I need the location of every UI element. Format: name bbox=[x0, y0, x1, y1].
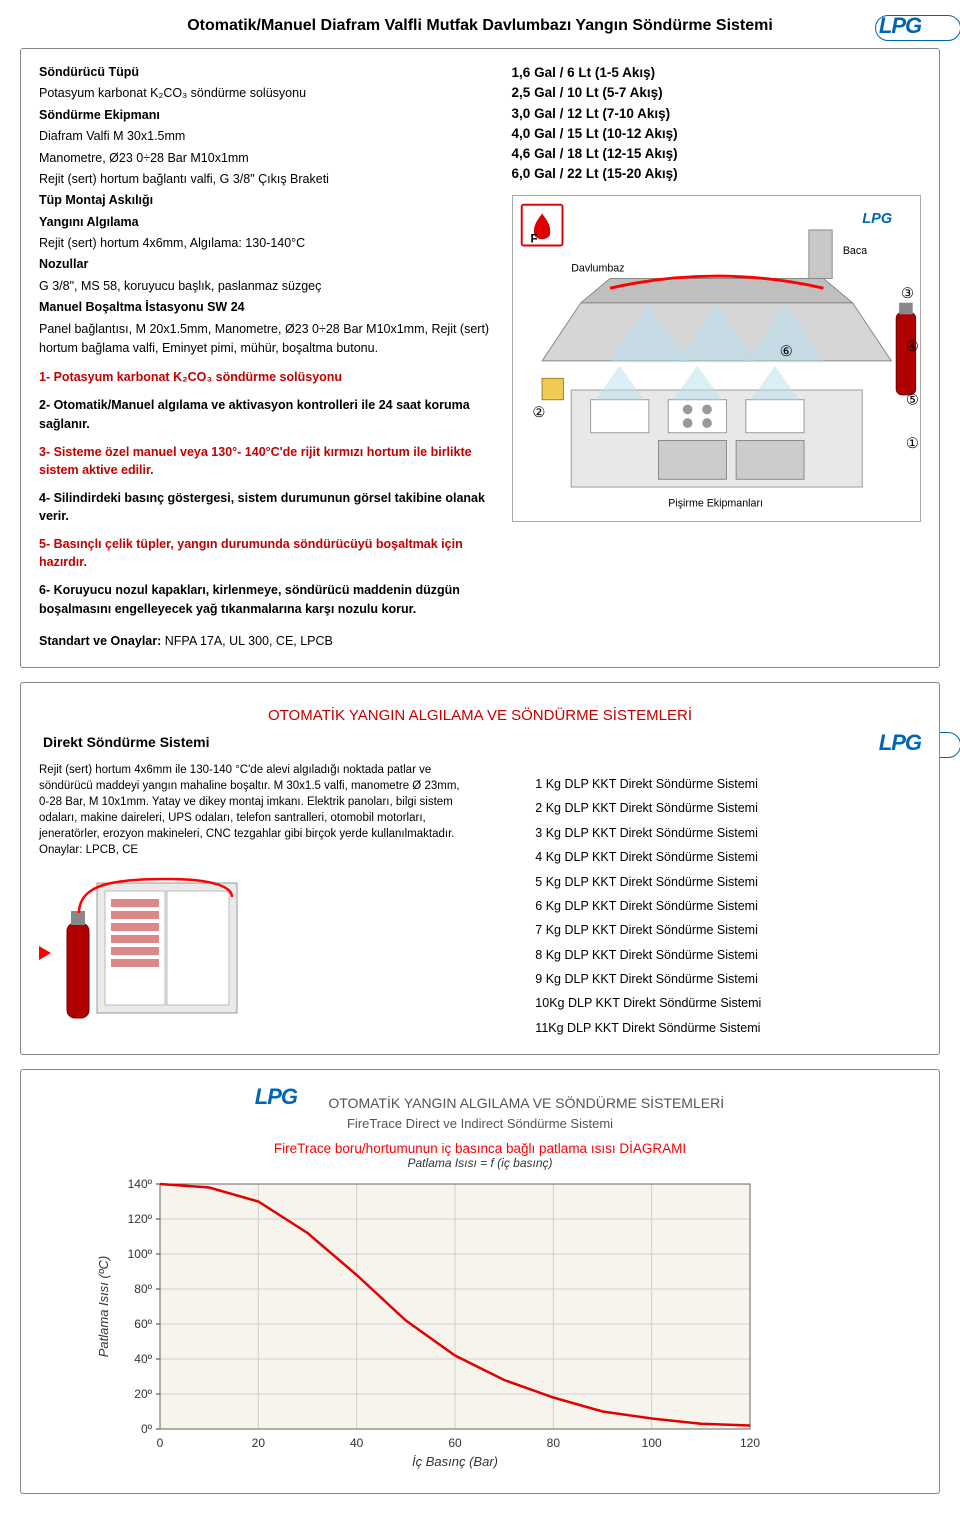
svg-text:⑤: ⑤ bbox=[905, 392, 918, 408]
svg-text:İç Basınç (Bar): İç Basınç (Bar) bbox=[412, 1454, 498, 1469]
feature-line: 5- Basınçlı çelik tüpler, yangın durumun… bbox=[39, 535, 492, 571]
svg-text:Davlumbaz: Davlumbaz bbox=[571, 262, 624, 274]
spec-line: Manometre, Ø23 0÷28 Bar M10x1mm bbox=[39, 149, 492, 168]
direct-product-item: 6 Kg DLP KKT Direkt Söndürme Sistemi bbox=[535, 894, 921, 918]
capacity-line: 4,6 Gal / 18 Lt (12-15 Akış) bbox=[512, 144, 921, 164]
direct-product-item: 10Kg DLP KKT Direkt Söndürme Sistemi bbox=[535, 991, 921, 1015]
kitchen-hood-diagram: F LPG Baca Davlumbaz bbox=[512, 195, 921, 522]
spec-line: Potasyum karbonat K₂CO₃ söndürme solüsyo… bbox=[39, 84, 492, 103]
feature-line: 4- Silindirdeki basınç göstergesi, siste… bbox=[39, 489, 492, 525]
spec-line: Rejit (sert) hortum bağlantı valfi, G 3/… bbox=[39, 170, 492, 189]
spec-line: Panel bağlantısı, M 20x1.5mm, Manometre,… bbox=[39, 320, 492, 359]
svg-text:②: ② bbox=[532, 405, 545, 421]
direct-system-card: OTOMATİK YANGIN ALGILAMA VE SÖNDÜRME SİS… bbox=[20, 682, 940, 1055]
direct-product-item: 3 Kg DLP KKT Direkt Söndürme Sistemi bbox=[535, 821, 921, 845]
direct-product-item: 9 Kg DLP KKT Direkt Söndürme Sistemi bbox=[535, 967, 921, 991]
svg-text:Pişirme Ekipmanları: Pişirme Ekipmanları bbox=[668, 497, 763, 509]
capacity-line: 4,0 Gal / 15 Lt (10-12 Akış) bbox=[512, 124, 921, 144]
svg-text:LPG: LPG bbox=[862, 211, 892, 227]
capacity-column: 1,6 Gal / 6 Lt (1-5 Akış)2,5 Gal / 10 Lt… bbox=[512, 63, 921, 653]
feature-line: 2- Otomatik/Manuel algılama ve aktivasyo… bbox=[39, 396, 492, 432]
svg-text:20: 20 bbox=[252, 1436, 266, 1450]
svg-text:100º: 100º bbox=[128, 1247, 153, 1261]
svg-text:0º: 0º bbox=[141, 1422, 153, 1436]
logo: LPG bbox=[841, 730, 921, 762]
capacity-line: 2,5 Gal / 10 Lt (5-7 Akış) bbox=[512, 83, 921, 103]
feature-line: 3- Sisteme özel manuel veya 130°- 140°C'… bbox=[39, 443, 492, 479]
direct-product-item: 2 Kg DLP KKT Direkt Söndürme Sistemi bbox=[535, 796, 921, 820]
direct-heading: Direkt Söndürme Sistemi bbox=[43, 734, 465, 750]
svg-text:140º: 140º bbox=[128, 1177, 153, 1191]
spec-line: Söndürücü Tüpü bbox=[39, 63, 492, 82]
svg-text:20º: 20º bbox=[134, 1387, 152, 1401]
chart-title-red: FireTrace boru/hortumunun iç basınca bağ… bbox=[90, 1141, 870, 1156]
spec-line: Diafram Valfi M 30x1.5mm bbox=[39, 127, 492, 146]
standards-line: Standart ve Onaylar: NFPA 17A, UL 300, C… bbox=[39, 632, 492, 651]
page-header: Otomatik/Manuel Diafram Valfli Mutfak Da… bbox=[20, 10, 940, 42]
kitchen-hood-system-card: Söndürücü Tüpü Potasyum karbonat K₂CO₃ sö… bbox=[20, 48, 940, 668]
direct-product-list: 1 Kg DLP KKT Direkt Söndürme Sistemi2 Kg… bbox=[535, 772, 921, 1040]
svg-text:F: F bbox=[530, 232, 537, 245]
spec-line: Yangını Algılama bbox=[39, 213, 492, 232]
red-triangle-marker bbox=[39, 946, 51, 960]
svg-text:Patlama Isısı (ºC): Patlama Isısı (ºC) bbox=[96, 1256, 111, 1358]
direct-product-item: 5 Kg DLP KKT Direkt Söndürme Sistemi bbox=[535, 870, 921, 894]
svg-text:0: 0 bbox=[157, 1436, 164, 1450]
direct-product-item: 7 Kg DLP KKT Direkt Söndürme Sistemi bbox=[535, 918, 921, 942]
spec-line: G 3/8", MS 58, koruyucu başlık, paslanma… bbox=[39, 277, 492, 296]
pressure-temperature-chart: 0 20 40 60 80 100 120 0º 20º 40º 60º 80º 100º 120º 140… bbox=[90, 1174, 770, 1474]
logo: LPG bbox=[860, 10, 940, 42]
chart-title-2: FireTrace Direct ve Indirect Söndürme Si… bbox=[90, 1116, 870, 1131]
svg-text:①: ① bbox=[905, 436, 918, 452]
svg-text:100: 100 bbox=[642, 1436, 662, 1450]
svg-text:120º: 120º bbox=[128, 1212, 153, 1226]
chart-title-1: OTOMATİK YANGIN ALGILAMA VE SÖNDÜRME SİS… bbox=[328, 1095, 724, 1111]
capacity-line: 1,6 Gal / 6 Lt (1-5 Akış) bbox=[512, 63, 921, 83]
capacity-line: 6,0 Gal / 22 Lt (15-20 Akış) bbox=[512, 164, 921, 184]
spec-line: Tüp Montaj Askılığı bbox=[39, 191, 492, 210]
direct-description: Rejit (sert) hortum 4x6mm ile 130-140 °C… bbox=[39, 762, 465, 842]
panel-diagram bbox=[39, 873, 465, 1033]
spec-column: Söndürücü Tüpü Potasyum karbonat K₂CO₃ sö… bbox=[39, 63, 492, 653]
capacity-line: 3,0 Gal / 12 Lt (7-10 Akış) bbox=[512, 104, 921, 124]
spec-line: Manuel Boşaltma İstasyonu SW 24 bbox=[39, 298, 492, 317]
direct-product-item: 11Kg DLP KKT Direkt Söndürme Sistemi bbox=[535, 1016, 921, 1040]
svg-text:③: ③ bbox=[901, 285, 914, 301]
svg-text:Baca: Baca bbox=[842, 245, 866, 257]
direct-product-item: 8 Kg DLP KKT Direkt Söndürme Sistemi bbox=[535, 943, 921, 967]
svg-text:⑥: ⑥ bbox=[779, 344, 792, 360]
svg-text:60: 60 bbox=[448, 1436, 462, 1450]
chart-subtitle: Patlama Isısı = f (iç basınç) bbox=[90, 1156, 870, 1170]
feature-line: 1- Potasyum karbonat K₂CO₃ söndürme solü… bbox=[39, 368, 492, 386]
feature-line: 6- Koruyucu nozul kapakları, kirlenmeye,… bbox=[39, 581, 492, 617]
svg-text:60º: 60º bbox=[134, 1317, 152, 1331]
spec-line: Nozullar bbox=[39, 255, 492, 274]
page-title: Otomatik/Manuel Diafram Valfli Mutfak Da… bbox=[100, 17, 860, 35]
spec-line: Rejit (sert) hortum 4x6mm, Algılama: 130… bbox=[39, 234, 492, 253]
direct-product-item: 1 Kg DLP KKT Direkt Söndürme Sistemi bbox=[535, 772, 921, 796]
direct-product-item: 4 Kg DLP KKT Direkt Söndürme Sistemi bbox=[535, 845, 921, 869]
svg-text:40º: 40º bbox=[134, 1352, 152, 1366]
spec-line: Söndürme Ekipmanı bbox=[39, 106, 492, 125]
svg-text:80º: 80º bbox=[134, 1282, 152, 1296]
svg-text:④: ④ bbox=[905, 339, 918, 355]
svg-text:40: 40 bbox=[350, 1436, 364, 1450]
svg-text:80: 80 bbox=[547, 1436, 561, 1450]
svg-text:120: 120 bbox=[740, 1436, 760, 1450]
section-header: OTOMATİK YANGIN ALGILAMA VE SÖNDÜRME SİS… bbox=[39, 697, 921, 730]
direct-approvals: Onaylar: LPCB, CE bbox=[39, 842, 465, 858]
chart-card: LPG OTOMATİK YANGIN ALGILAMA VE SÖNDÜRME… bbox=[20, 1069, 940, 1494]
logo: LPG bbox=[236, 1084, 316, 1116]
